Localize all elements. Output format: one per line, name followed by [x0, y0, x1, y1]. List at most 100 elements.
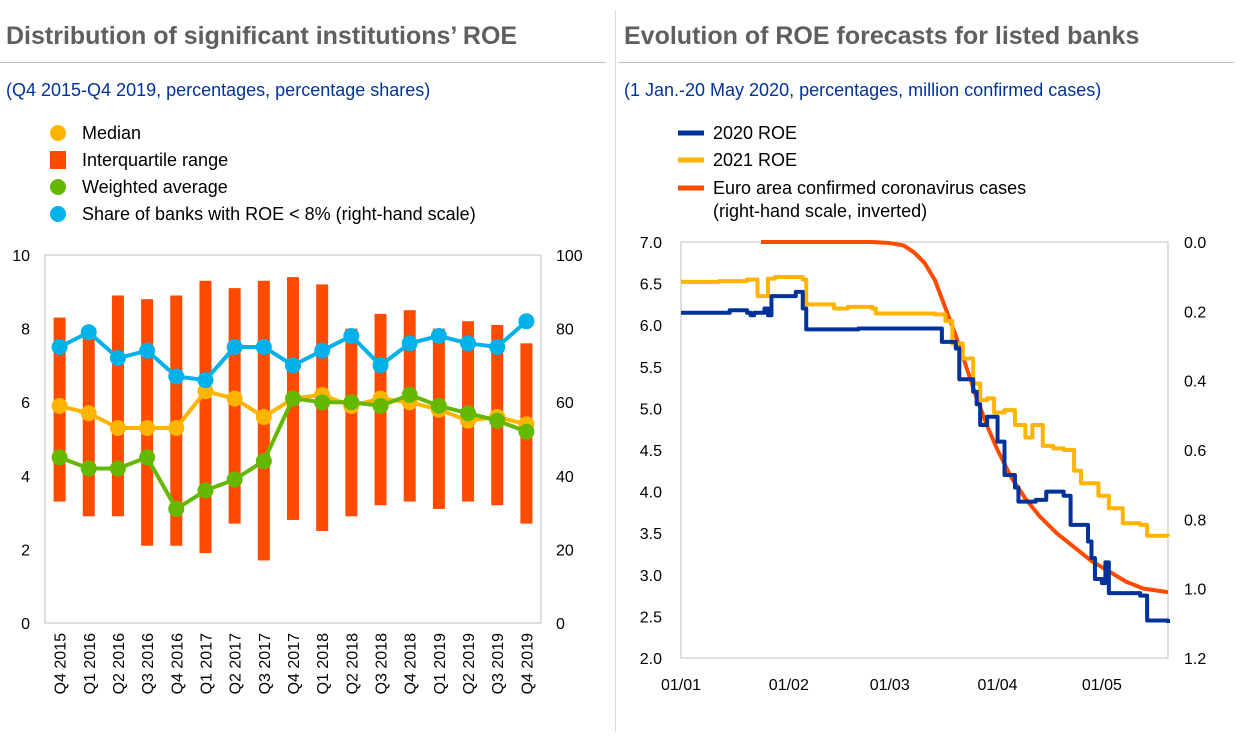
series-point-1: [314, 394, 331, 411]
x-tick-label: Q3 2019: [490, 633, 507, 694]
left-panel: Distribution of significant institutions…: [0, 0, 612, 738]
left-title-rule: [0, 62, 606, 63]
right-chart-title: Evolution of ROE forecasts for listed ba…: [624, 22, 1140, 50]
legend-label-0: 2020 ROE: [713, 123, 797, 143]
series-point-1: [255, 453, 272, 470]
series-point-0: [80, 405, 97, 422]
series-point-0: [255, 408, 272, 425]
y2-tick-label: 60: [556, 395, 574, 412]
legend-marker-0: [50, 125, 66, 141]
series-point-2: [197, 372, 214, 389]
y2-tick-label: 0.8: [1184, 512, 1206, 529]
legend-marker-3: [50, 206, 66, 222]
x-tick-label: 01/04: [978, 677, 1018, 694]
series-point-2: [80, 324, 97, 341]
legend-label-2: Weighted average: [82, 177, 228, 197]
x-tick-label: Q4 2015: [53, 633, 70, 694]
right-chart-svg: 2020 ROE 2021 ROE Euro area confirmed coro…: [640, 123, 1207, 694]
x-tick-label: 01/01: [661, 677, 701, 694]
y2-tick-label: 1.0: [1184, 582, 1206, 599]
panel-divider: [615, 10, 616, 732]
y2-tick-label: 0.0: [1184, 235, 1206, 252]
series-point-1: [489, 412, 506, 429]
left-chart-svg: Median Interquartile range Weighted averag…: [12, 123, 583, 694]
right-chart-subtitle: (1 Jan.-20 May 2020, percentages, millio…: [624, 80, 1102, 100]
legend-label-1: Interquartile range: [82, 150, 228, 170]
series-point-0: [197, 383, 214, 400]
legend-label-2: Euro area confirmed coronavirus cases (ri…: [713, 178, 1026, 221]
y-tick-label: 2.5: [640, 609, 662, 626]
interquartile-bar: [111, 295, 124, 517]
series-point-1: [285, 390, 301, 407]
x-tick-label: Q3 2018: [374, 633, 391, 694]
series-point-1: [226, 471, 243, 488]
series-point-1: [401, 386, 418, 403]
interquartile-bar: [199, 280, 212, 554]
series-line-0: [681, 289, 1170, 624]
legend-marker-2: [50, 179, 66, 195]
right-title-rule: [618, 62, 1234, 63]
y2-tick-label: 0.2: [1184, 304, 1206, 321]
series-point-1: [372, 397, 389, 414]
x-tick-label: Q4 2016: [169, 633, 186, 694]
series-point-1: [197, 482, 214, 499]
series-point-1: [80, 460, 97, 477]
left-chart-subtitle: (Q4 2015-Q4 2019, percentages, percentag…: [6, 80, 431, 100]
y-tick-label: 0: [21, 616, 30, 633]
series-point-2: [343, 327, 360, 344]
y-tick-label: 5.0: [640, 401, 662, 418]
series-point-1: [430, 397, 447, 414]
x-tick-label: Q1 2017: [198, 633, 215, 694]
interquartile-bar: [345, 328, 358, 517]
interquartile-bar: [82, 328, 95, 517]
x-tick-label: Q3 2016: [140, 633, 157, 694]
series-point-1: [168, 500, 185, 517]
series-point-2: [489, 339, 506, 355]
series-point-1: [109, 460, 126, 477]
y2-tick-label: 0.6: [1184, 443, 1206, 460]
series-point-2: [226, 339, 243, 355]
series-point-1: [518, 423, 535, 440]
series-line-2: [761, 240, 1169, 595]
y-tick-label: 10: [12, 248, 30, 265]
series-point-2: [460, 335, 477, 352]
y-tick-label: 2: [21, 542, 30, 559]
series-point-1: [51, 449, 68, 466]
y2-tick-label: 80: [556, 322, 574, 339]
series-point-1: [139, 449, 156, 466]
plot-frame: [680, 241, 1169, 659]
y2-tick-label: 0: [556, 616, 565, 633]
y-tick-label: 3.0: [640, 568, 662, 585]
x-tick-label: Q1 2016: [82, 633, 99, 694]
series-point-2: [109, 350, 126, 367]
legend-marker-interquartile-range: [50, 151, 66, 169]
x-tick-label: Q4 2019: [519, 633, 536, 694]
series-point-2: [430, 327, 447, 344]
series-point-2: [168, 368, 185, 385]
x-tick-label: Q2 2018: [344, 633, 361, 694]
x-tick-label: Q2 2016: [111, 633, 128, 694]
x-tick-label: 01/03: [870, 677, 910, 694]
series-point-2: [518, 313, 535, 330]
y-tick-label: 4: [21, 469, 30, 486]
y2-tick-label: 1.2: [1184, 651, 1206, 668]
series-point-0: [226, 390, 243, 407]
y2-tick-label: 100: [556, 248, 583, 265]
y-tick-label: 6.5: [640, 277, 662, 294]
y-tick-label: 8: [21, 322, 30, 339]
legend-label-0: Median: [82, 123, 141, 143]
series-line-1: [681, 274, 1170, 538]
series-point-2: [285, 357, 301, 374]
x-tick-label: Q1 2019: [432, 633, 449, 694]
interquartile-bar: [432, 328, 445, 509]
x-tick-label: 01/05: [1082, 677, 1122, 694]
series-point-0: [168, 419, 185, 436]
y-tick-label: 5.5: [640, 360, 662, 377]
y-tick-label: 7.0: [640, 235, 662, 252]
y-tick-label: 3.5: [640, 526, 662, 543]
y-tick-label: 6.0: [640, 318, 662, 335]
x-tick-label: Q1 2018: [315, 633, 332, 694]
y2-tick-label: 40: [556, 469, 574, 486]
y-tick-label: 4.0: [640, 485, 662, 502]
x-tick-label: Q4 2018: [403, 633, 420, 694]
